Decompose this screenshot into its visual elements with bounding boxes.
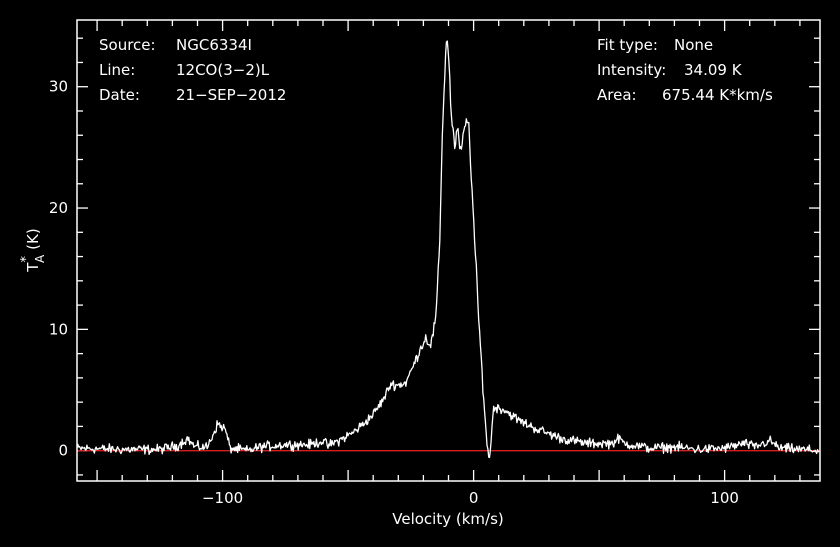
info-source-value: NGC6334I (176, 36, 252, 54)
info-fit-key: Fit type: (597, 36, 658, 54)
y-axis-subscript: A (33, 254, 47, 263)
info-line-key: Line: (99, 61, 135, 79)
tick-labels: −100 0 100 0 10 20 30 (49, 78, 739, 507)
y-axis-title-text: T*A (K) (19, 228, 47, 272)
y-tick-label: 0 (58, 442, 68, 460)
x-tick-label: 100 (710, 489, 739, 507)
y-axis-superscript: * (19, 256, 34, 263)
y-axis-title: T*A (K) (19, 228, 47, 272)
info-date-value: 21−SEP−2012 (176, 86, 286, 104)
y-axis-symbol: T (24, 262, 42, 273)
y-tick-label: 20 (49, 199, 68, 217)
y-tick-label: 30 (49, 78, 68, 96)
info-area-key: Area: (597, 86, 637, 104)
y-tick-label: 10 (49, 320, 68, 338)
info-left: Source: NGC6334I Line: 12CO(3−2)L Date: … (99, 36, 286, 104)
x-tick-label: −100 (202, 489, 243, 507)
info-source-key: Source: (99, 36, 156, 54)
x-tick-label: 0 (469, 489, 479, 507)
info-date-key: Date: (99, 86, 140, 104)
info-fit-value: None (674, 36, 713, 54)
plot-frame (76, 19, 821, 482)
x-axis-title: Velocity (km/s) (392, 510, 503, 528)
y-axis-unit: (K) (24, 228, 42, 250)
info-area-value: 675.44 K*km/s (662, 86, 773, 104)
info-intensity-key: Intensity: (597, 61, 666, 79)
spectrum-line (76, 40, 820, 459)
info-intensity-value: 34.09 K (684, 61, 743, 79)
info-right: Fit type: None Intensity: 34.09 K Area: … (597, 36, 773, 104)
info-line-value: 12CO(3−2)L (176, 61, 270, 79)
